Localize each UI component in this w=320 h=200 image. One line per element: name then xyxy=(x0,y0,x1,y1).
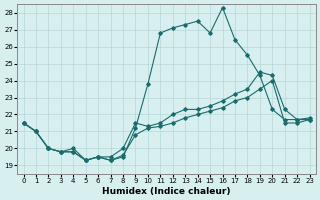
X-axis label: Humidex (Indice chaleur): Humidex (Indice chaleur) xyxy=(102,187,231,196)
